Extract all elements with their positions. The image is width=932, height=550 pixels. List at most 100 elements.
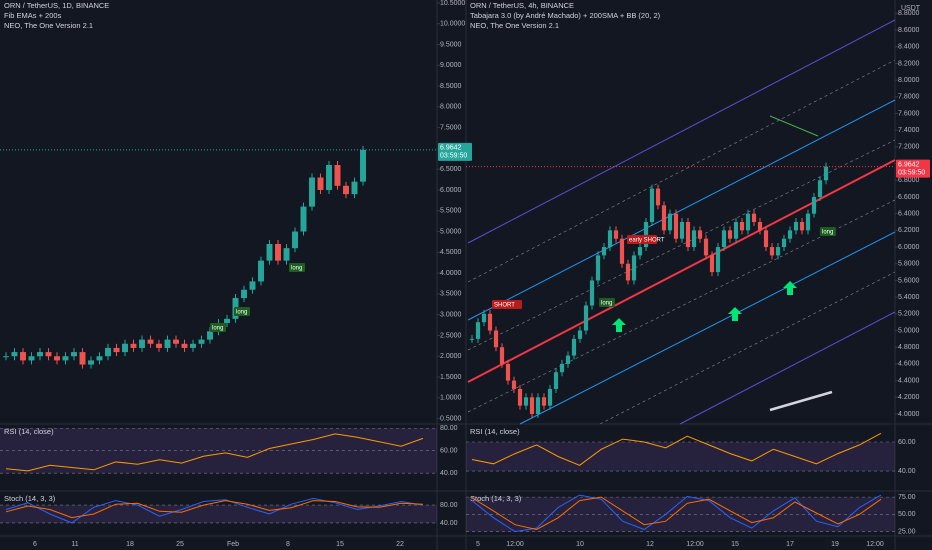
candle-body [20, 352, 26, 361]
countdown-label: 03:59:50 [440, 153, 467, 160]
annotation: long [822, 230, 833, 236]
indicator-line [5, 500, 424, 519]
y-tick-label: 7.5000 [440, 124, 462, 131]
x-tick-label: 8 [286, 541, 290, 548]
candle-body [523, 397, 529, 406]
annotation-box [492, 300, 522, 309]
annotation: long [601, 301, 612, 307]
candle-body [517, 388, 523, 406]
candle-body [643, 222, 649, 248]
indicator-band [0, 505, 437, 523]
y-tick-label: 8.0000 [440, 104, 462, 111]
y-tick-label: 8.4000 [898, 44, 920, 51]
candle-body [343, 185, 349, 195]
price-tag-label: 6.9642 [898, 161, 920, 168]
indicator-band [466, 442, 895, 472]
candle-body [493, 330, 499, 348]
x-tick-label: 19 [831, 541, 839, 548]
y-tick-label: 8.2000 [898, 60, 920, 67]
y-tick-label: 9.0000 [440, 62, 462, 69]
candle-body [139, 339, 145, 348]
annotation-box [599, 298, 615, 307]
x-tick-label: 18 [126, 541, 134, 548]
candle-body [595, 255, 601, 281]
indicator-line [5, 497, 424, 524]
y-tick-label: 3.5000 [440, 291, 462, 298]
annotation: long [291, 266, 302, 272]
candle-body [351, 181, 358, 195]
candle-body [655, 188, 661, 206]
candle-body [709, 255, 715, 273]
candle-body [661, 205, 667, 231]
price-tag [438, 142, 472, 161]
candle-body [583, 305, 589, 331]
candle-body [649, 188, 655, 223]
candle-body [164, 339, 171, 348]
candle-body [619, 238, 625, 264]
candle-body [751, 213, 757, 223]
y-tick-label: 6.8000 [898, 177, 920, 184]
x-tick-label: 6 [33, 541, 37, 548]
candle-body [787, 230, 793, 239]
candle-body [721, 230, 727, 248]
y-tick-label: 5.5000 [440, 208, 462, 215]
candle-body [360, 149, 366, 182]
candle-body [207, 331, 213, 340]
candle-body [673, 213, 679, 239]
legend-text: ORN / TetherUS, 1D, BINANCE [4, 1, 109, 10]
y-tick-label: 6.5000 [440, 166, 462, 173]
candle-body [631, 255, 637, 281]
signal-arrows [612, 281, 797, 332]
y-tick-label: 7.6000 [898, 110, 920, 117]
indicator-tick-label: 60.00 [440, 448, 458, 455]
candle-body [54, 356, 60, 361]
candle-body [613, 230, 619, 239]
y-tick-label: 8.0000 [898, 77, 920, 84]
y-tick-label: 3.0000 [440, 312, 462, 319]
y-tick-label: 5.0000 [440, 228, 462, 235]
indicator-tick-label: 80.00 [440, 502, 458, 509]
x-tick-label: 12:00 [686, 541, 704, 548]
candle-body [697, 230, 703, 239]
candle-body [775, 247, 781, 256]
candle-body [769, 247, 775, 256]
candle-body [224, 318, 230, 323]
candle-body [745, 213, 751, 231]
candle-body [607, 230, 613, 248]
candle-body [469, 338, 475, 340]
y-tick-label: 5.4000 [898, 294, 920, 301]
candle-body [475, 322, 481, 339]
countdown-label: 03:59:50 [898, 169, 925, 176]
candle-body [317, 177, 324, 190]
y-tick-label: 2.5000 [440, 332, 462, 339]
y-tick-label: 1.5000 [440, 374, 462, 381]
y-tick-label: 6.0000 [898, 244, 920, 251]
y-tick-label: 4.4000 [898, 377, 920, 384]
candle-body [292, 231, 298, 249]
legend-text: Tabajara 3.0 (by André Machado) + 200SMA… [470, 11, 661, 20]
candle-body [535, 397, 541, 414]
currency-label: USDT [901, 5, 921, 12]
annotation-box [820, 227, 836, 236]
candle-body [481, 313, 487, 323]
y-tick-label: 1.0000 [440, 395, 462, 402]
candle-body [703, 238, 709, 256]
legend-text: Fib EMAs + 200s [4, 11, 62, 20]
x-tick-label: Feb [227, 541, 239, 548]
candle-body [113, 347, 120, 353]
candle-body [309, 177, 315, 207]
candle-body [28, 356, 35, 361]
y-tick-label: 8.8000 [898, 10, 920, 17]
candle-body [553, 372, 559, 389]
candle-body [565, 355, 571, 364]
candle-body [37, 352, 43, 357]
indicator-tick-label: 60.00 [898, 439, 916, 446]
candle-body [300, 206, 307, 232]
indicator-tick-label: 40.00 [440, 520, 458, 527]
candle-body [198, 339, 205, 344]
indicator-line [5, 433, 424, 472]
candle-body [637, 247, 643, 256]
y-tick-label: 2.0000 [440, 353, 462, 360]
price-tag [896, 159, 930, 178]
candle-body [529, 397, 535, 414]
